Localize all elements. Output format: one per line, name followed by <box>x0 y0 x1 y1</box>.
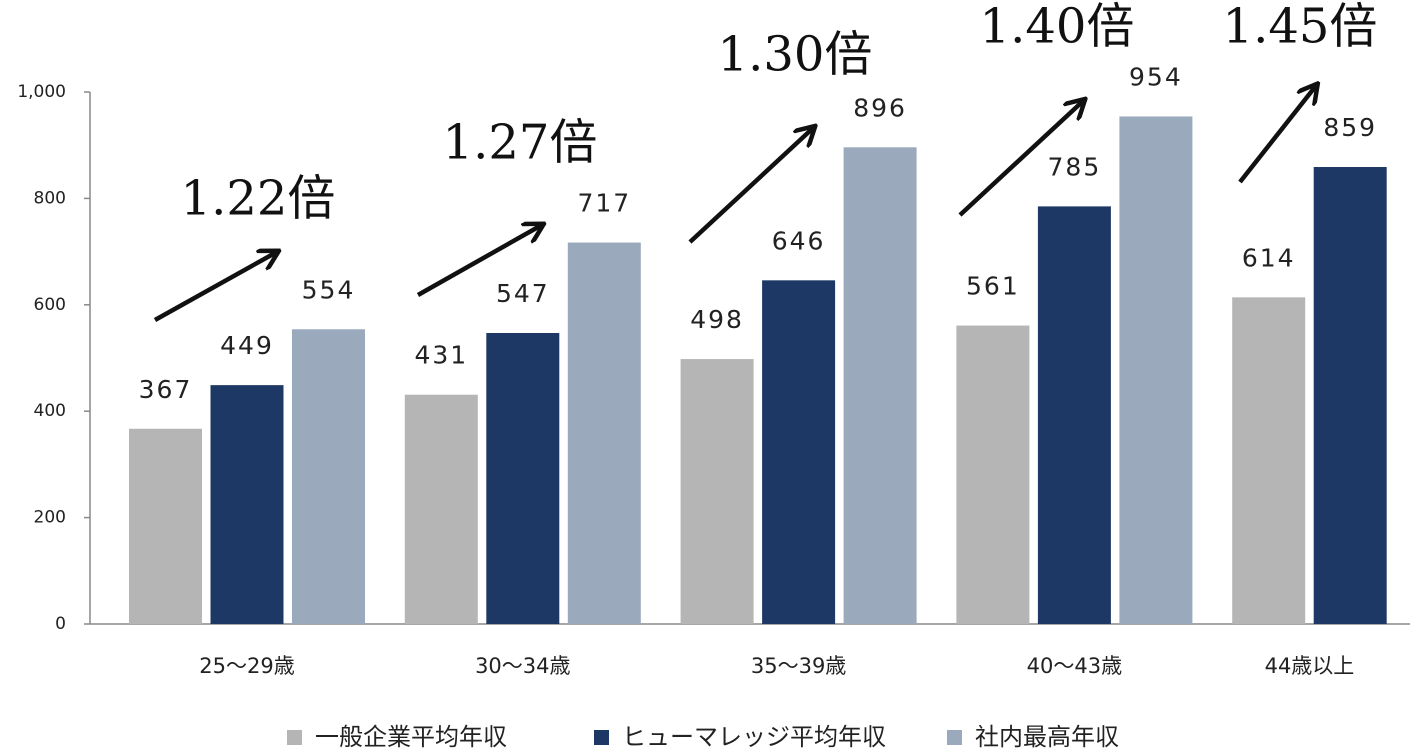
bar <box>680 359 754 624</box>
bar <box>129 428 202 624</box>
legend-swatch <box>594 730 609 745</box>
annotation: 1.40倍 <box>980 0 1135 55</box>
bar <box>1037 206 1111 624</box>
bar <box>292 329 365 624</box>
value-label: 431 <box>414 341 468 370</box>
bar <box>956 325 1030 624</box>
value-label: 547 <box>496 279 550 308</box>
legend-label: 一般企業平均年収 <box>315 723 507 751</box>
annotation: 1.45倍 <box>1223 0 1378 55</box>
y-tick-label: 600 <box>34 295 66 315</box>
bar <box>404 394 478 624</box>
y-tick-label: 800 <box>34 188 66 208</box>
y-tick-label: 1,000 <box>17 82 66 102</box>
legend-label: ヒューマレッジ平均年収 <box>622 723 886 751</box>
arrow <box>416 226 540 297</box>
annotation: 1.27倍 <box>443 115 598 171</box>
bar <box>1119 116 1193 625</box>
value-label: 646 <box>772 226 826 255</box>
x-tick-label: 35〜39歳 <box>751 654 846 678</box>
value-label: 498 <box>690 305 744 334</box>
value-label: 785 <box>1048 152 1102 181</box>
y-tick-label: 0 <box>55 614 66 634</box>
y-tick-label: 400 <box>34 401 66 421</box>
x-tick-label: 44歳以上 <box>1265 654 1355 678</box>
annotation: 1.30倍 <box>718 27 873 83</box>
arrow <box>688 129 812 244</box>
legend-label: 社内最高年収 <box>975 723 1119 751</box>
legend-swatch <box>287 730 302 745</box>
value-label: 614 <box>1242 243 1296 272</box>
bar <box>1313 167 1387 624</box>
value-label: 561 <box>966 272 1020 301</box>
value-label: 954 <box>1129 62 1183 91</box>
value-label: 859 <box>1323 113 1377 142</box>
bar <box>843 147 917 624</box>
legend-swatch <box>947 730 962 745</box>
bar <box>762 280 836 624</box>
arrow <box>153 253 275 322</box>
x-tick-label: 30〜34歳 <box>475 654 570 678</box>
value-label: 717 <box>577 189 631 218</box>
bar <box>567 242 641 624</box>
y-tick-label: 200 <box>34 508 66 528</box>
arrow <box>958 102 1082 217</box>
arrow <box>1238 87 1315 184</box>
value-label: 449 <box>220 331 274 360</box>
annotation: 1.22倍 <box>181 171 336 227</box>
x-tick-label: 25〜29歳 <box>199 654 294 678</box>
value-label: 367 <box>139 375 193 404</box>
bar <box>210 385 284 624</box>
x-tick-label: 40〜43歳 <box>1027 654 1122 678</box>
value-label: 896 <box>853 93 907 122</box>
value-label: 554 <box>302 275 356 304</box>
bar <box>486 332 560 624</box>
bar <box>1232 297 1306 624</box>
